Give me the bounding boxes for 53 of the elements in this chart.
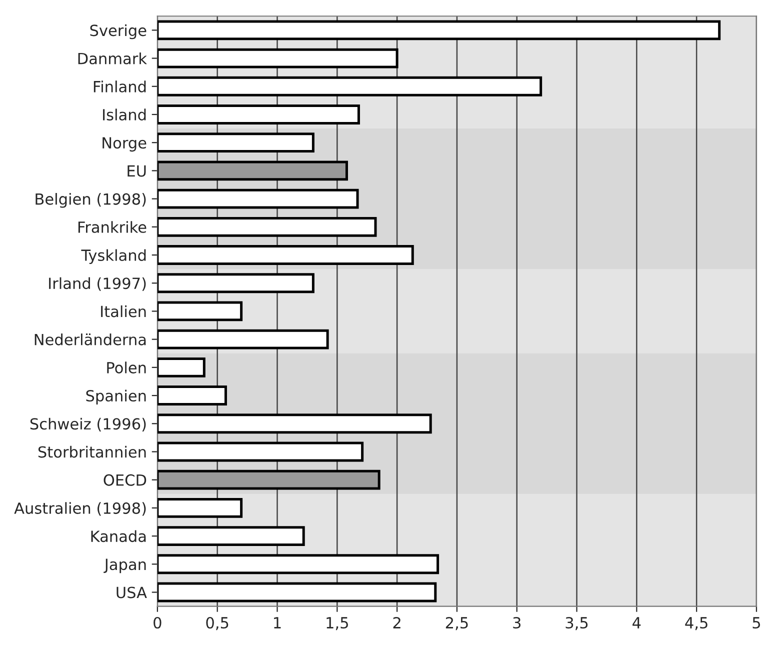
bar — [157, 582, 437, 602]
y-tick-label: Danmark — [78, 52, 147, 64]
y-tick-label: Finland — [94, 80, 146, 92]
bar — [157, 273, 314, 294]
y-tick-label: Island — [103, 108, 146, 121]
y-tick-label: Tyskland — [81, 249, 146, 264]
x-tick-label: 5 — [752, 617, 760, 629]
y-tick-label: EU — [128, 165, 146, 177]
x-tick-label: 1,5 — [326, 617, 348, 630]
bar — [157, 104, 360, 124]
y-tick-label: USA — [116, 586, 147, 598]
y-tick-label: Nederländerna — [34, 334, 146, 346]
bar — [157, 76, 542, 96]
x-tick-label: 2,5 — [446, 616, 468, 630]
x-tick-label: 2 — [393, 616, 400, 628]
bar — [157, 160, 348, 181]
y-tick-label: Irland (1997) — [49, 277, 146, 291]
bar — [157, 188, 359, 209]
bar — [157, 48, 398, 68]
bar — [157, 414, 432, 434]
bar — [157, 216, 377, 237]
y-tick-label: Schweiz (1996) — [30, 418, 146, 432]
y-tick-label: Spanien — [86, 390, 146, 405]
y-tick-label: Frankrike — [78, 221, 146, 233]
x-tick-label: 3,5 — [566, 616, 588, 630]
x-tick-label: 4,5 — [685, 617, 708, 630]
x-tick-label: 1 — [274, 617, 281, 628]
y-tick-label: Belgien (1998) — [36, 192, 146, 208]
x-tick-label: 0,5 — [206, 616, 228, 630]
y-tick-label: Sverige — [90, 24, 146, 40]
y-tick-label: Storbritannien — [38, 446, 146, 458]
bar — [157, 132, 314, 153]
bar — [157, 442, 364, 462]
y-tick-label: Italien — [101, 305, 146, 318]
bar — [157, 245, 414, 265]
y-tick-label: Japan — [104, 558, 146, 574]
bar — [157, 470, 380, 490]
bar — [157, 357, 206, 378]
x-tick-label: 4 — [632, 617, 641, 628]
bar — [157, 329, 329, 350]
y-tick-label: Norge — [102, 137, 146, 152]
bar — [157, 498, 243, 518]
bar — [157, 20, 721, 40]
bar — [157, 386, 227, 406]
bar — [157, 301, 243, 322]
y-tick-label: OECD — [104, 474, 146, 486]
x-tick-label: 0 — [154, 616, 162, 629]
y-tick-label: Australien (1998) — [14, 502, 146, 516]
y-tick-label: Polen — [107, 362, 146, 374]
bar — [157, 554, 440, 574]
y-tick-label: Kanada — [91, 530, 146, 542]
bar — [157, 526, 305, 546]
x-tick-label: 3 — [513, 616, 520, 629]
